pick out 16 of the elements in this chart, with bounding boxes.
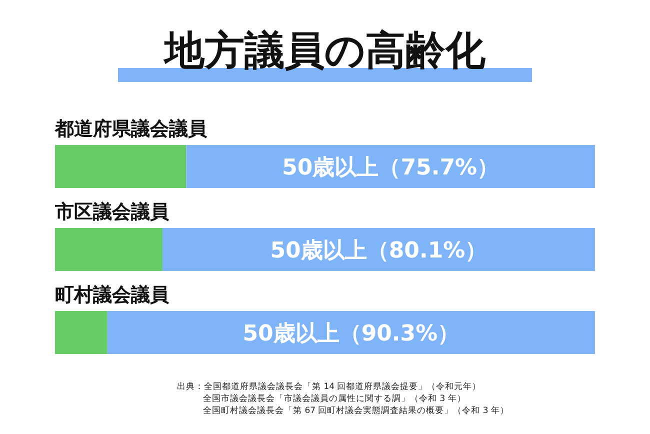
source-note: 出典：全国都道府県議会議長会「第 14 回都道府県議会提要」（令和元年）: [177, 381, 482, 392]
chart-title: 地方議員の高齢化: [162, 28, 486, 74]
data-label: 50歳以上（80.1%）: [270, 238, 488, 264]
data-label: 50歳以上（90.3%）: [242, 322, 460, 346]
y-tick-label: 町村議会議員: [55, 284, 169, 306]
text: 全国市議会議長会「市議会議員の属性に関する調」（令和 3 年）: [203, 393, 466, 404]
bar: [55, 311, 108, 354]
data-label: 50歳以上（75.7%）: [282, 156, 500, 180]
bar: [55, 228, 162, 271]
bar: [186, 145, 595, 188]
y-tick-label: 都道府県議会議員: [54, 118, 207, 140]
y-tick-label: 市区議会議員: [54, 201, 169, 223]
text: 全国町村議会議長会「第 67 回町村議会実態調査結果の概要」（令和 3 年）: [203, 405, 510, 416]
bar: [55, 145, 186, 188]
bar: [162, 228, 595, 271]
bar: [107, 311, 595, 354]
